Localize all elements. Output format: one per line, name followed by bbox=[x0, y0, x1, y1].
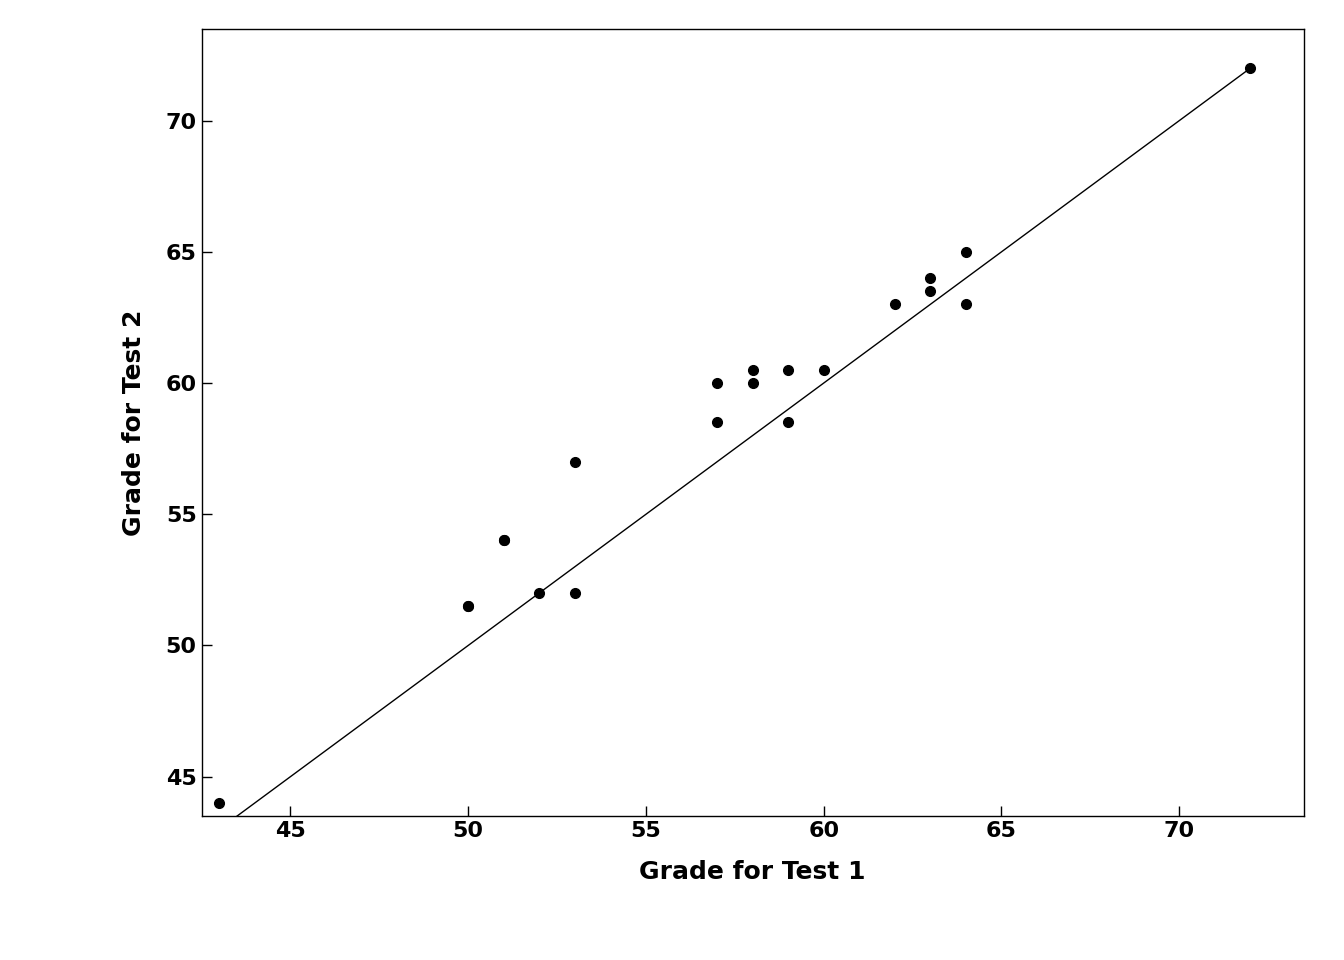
Point bbox=[208, 795, 230, 810]
Point bbox=[707, 415, 728, 430]
Point bbox=[742, 375, 763, 391]
Point bbox=[493, 533, 515, 548]
Point bbox=[1239, 60, 1261, 76]
Point bbox=[493, 533, 515, 548]
Point bbox=[777, 362, 798, 377]
Point bbox=[777, 415, 798, 430]
Point bbox=[742, 362, 763, 377]
Point bbox=[813, 362, 835, 377]
Point bbox=[884, 297, 906, 312]
X-axis label: Grade for Test 1: Grade for Test 1 bbox=[640, 860, 866, 884]
Point bbox=[564, 586, 586, 601]
Point bbox=[707, 375, 728, 391]
Point bbox=[457, 598, 478, 613]
Point bbox=[956, 244, 977, 259]
Point bbox=[564, 454, 586, 469]
Point bbox=[457, 598, 478, 613]
Y-axis label: Grade for Test 2: Grade for Test 2 bbox=[122, 309, 146, 536]
Point bbox=[956, 297, 977, 312]
Point bbox=[528, 586, 550, 601]
Point bbox=[919, 271, 941, 286]
Point bbox=[919, 283, 941, 299]
